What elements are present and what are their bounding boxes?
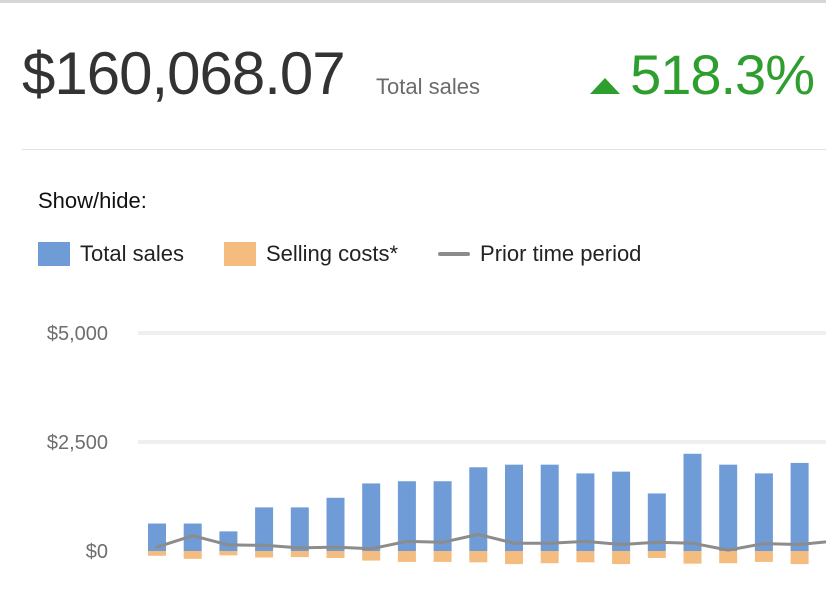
selling-costs-bar xyxy=(219,551,238,556)
total-sales-bar xyxy=(790,462,809,551)
selling-costs-bar xyxy=(612,551,631,565)
selling-costs-bar xyxy=(433,551,452,562)
legend-item-selling-costs[interactable]: Selling costs* xyxy=(223,241,399,267)
selling-costs-bar xyxy=(290,551,309,558)
show-hide-label: Show/hide: xyxy=(38,188,147,213)
total-sales-bar xyxy=(326,497,345,551)
selling-costs-bar xyxy=(540,551,559,564)
legend-label-prior-period: Prior time period xyxy=(480,241,642,266)
total-sales-bar xyxy=(647,493,666,551)
selling-costs-bar xyxy=(647,551,666,558)
y-tick-label: $2,500 xyxy=(47,432,108,454)
selling-costs-bar xyxy=(397,551,416,562)
selling-costs-bar xyxy=(255,551,274,558)
prior-period-line-swatch xyxy=(438,252,471,256)
total-sales-bar xyxy=(255,507,274,551)
selling-costs-bar xyxy=(683,551,702,564)
selling-costs-bar xyxy=(148,551,166,556)
total-sales-bar xyxy=(469,467,488,551)
legend-item-prior-period[interactable]: Prior time period xyxy=(438,241,641,267)
sales-chart: $0 $2,500 $5,000 xyxy=(47,323,826,565)
total-sales-bar xyxy=(362,483,381,551)
total-sales-bar xyxy=(219,531,238,551)
chart-legend: Total sales Selling costs* Prior time pe… xyxy=(38,238,681,270)
total-sales-bar xyxy=(754,473,773,551)
total-sales-label: Total sales xyxy=(376,74,480,99)
total-sales-amount: $160,068.07 xyxy=(22,40,346,107)
selling-costs-bar xyxy=(505,551,523,565)
y-tick-label: $5,000 xyxy=(47,323,108,345)
total-sales-bar xyxy=(505,464,523,551)
selling-costs-bar xyxy=(469,551,488,563)
total-sales-bar xyxy=(397,481,416,551)
sales-change-value: 518.3% xyxy=(630,43,815,106)
total-sales-bar xyxy=(576,473,595,551)
legend-label-total-sales: Total sales xyxy=(80,241,184,266)
selling-costs-bar xyxy=(790,551,809,565)
selling-costs-bar xyxy=(326,551,345,558)
trend-up-icon xyxy=(590,78,621,94)
total-sales-bar xyxy=(612,471,631,551)
selling-costs-swatch xyxy=(223,242,256,266)
selling-costs-bar xyxy=(754,551,773,562)
selling-costs-bar xyxy=(719,551,738,564)
selling-costs-bar xyxy=(362,551,381,561)
total-sales-swatch xyxy=(38,242,70,266)
prior-period-line xyxy=(155,532,826,552)
y-tick-label: $0 xyxy=(86,541,108,563)
sales-change: 518.3% xyxy=(590,40,815,110)
legend-label-selling-costs: Selling costs* xyxy=(265,241,399,266)
legend-item-total-sales[interactable]: Total sales xyxy=(38,241,184,267)
total-sales-bar xyxy=(540,464,559,551)
top-border xyxy=(0,0,826,3)
divider xyxy=(22,149,826,150)
total-sales-bar xyxy=(683,453,702,551)
total-sales-bar xyxy=(290,507,309,551)
selling-costs-bar xyxy=(183,551,202,559)
total-sales-bar xyxy=(719,464,738,551)
selling-costs-bar xyxy=(576,551,595,563)
total-sales-bar xyxy=(433,481,452,551)
